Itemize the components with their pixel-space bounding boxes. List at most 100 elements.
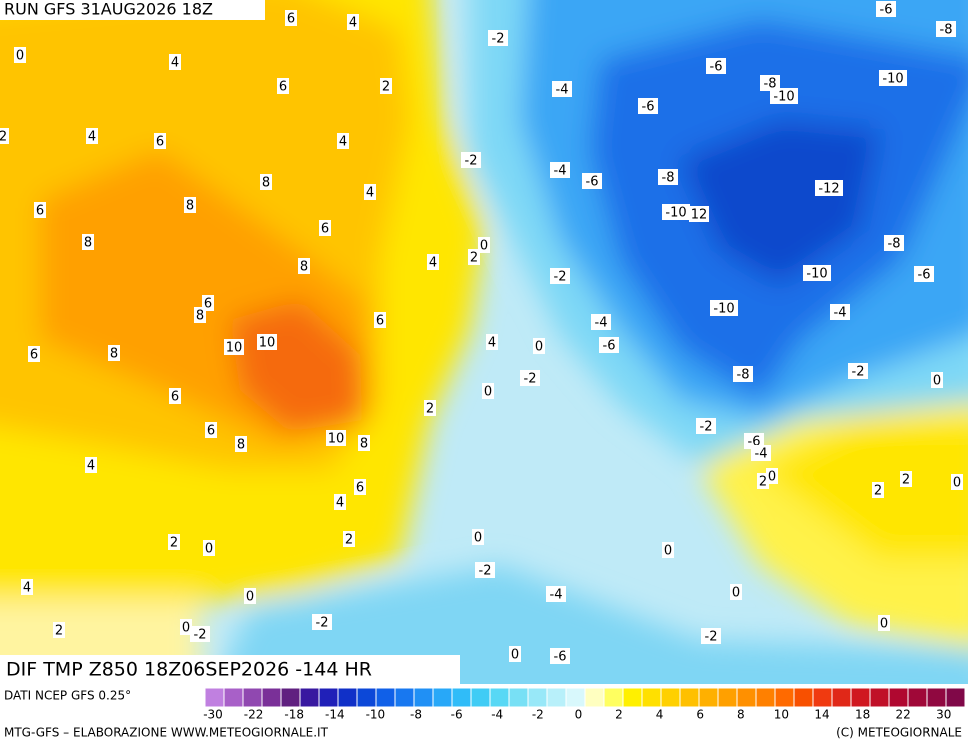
colorbar-tick-label: 14: [814, 708, 829, 722]
label-box: [108, 345, 120, 361]
color-swatch: [755, 687, 776, 708]
contour-label: -6: [642, 100, 655, 115]
colorbar-tick-label: 0: [575, 708, 583, 722]
contour-label: -10: [713, 302, 734, 317]
color-swatch: [280, 687, 301, 708]
color-swatch: [451, 687, 472, 708]
label-box: [486, 334, 498, 350]
label-box: [710, 300, 738, 316]
contour-label: 4: [488, 336, 496, 351]
contour-label: 4: [23, 581, 31, 596]
label-box: [879, 70, 907, 86]
contour-label: 6: [376, 314, 384, 329]
contour-label: -2: [705, 630, 718, 645]
label-box: [203, 540, 215, 556]
contour-label: 6: [321, 222, 329, 237]
label-box: [662, 542, 674, 558]
map-field: 6 4-6-80-246 2-6-8-10-10-4-64 6 4-2-4-6 -8-12…: [0, 0, 968, 684]
contour-label: 6: [30, 348, 38, 363]
label-box: [461, 152, 481, 168]
label-box: [662, 204, 690, 220]
colorbar-tick-label: 22: [896, 708, 911, 722]
colorbar-tick-label: -22: [244, 708, 264, 722]
contour-label: -2: [852, 365, 865, 380]
color-swatch: [546, 687, 567, 708]
label-box: [658, 169, 678, 185]
contour-label: 0: [732, 586, 740, 601]
label-box: [343, 531, 355, 547]
color-swatch: [375, 687, 396, 708]
label-box: [168, 534, 180, 550]
contour-label: 8: [196, 309, 204, 324]
label-box: [770, 88, 798, 104]
color-swatch: [641, 687, 662, 708]
label-box: [815, 180, 843, 196]
label-box: [733, 366, 753, 382]
color-swatch: [489, 687, 510, 708]
label-box: [696, 418, 716, 434]
contour-label: 0: [205, 542, 213, 557]
label-box: [488, 30, 508, 46]
source-label: DATI NCEP GFS 0.25°: [4, 689, 131, 703]
contour-label: -4: [755, 447, 768, 462]
color-swatch: [926, 687, 947, 708]
color-swatch: [204, 687, 225, 708]
label-box: [86, 128, 98, 144]
contour-label: 0: [474, 531, 482, 546]
contour-label: 8: [237, 438, 245, 453]
contour-label: 2: [874, 484, 882, 499]
label-box: [235, 436, 247, 452]
contour-label: -10: [773, 90, 794, 105]
contour-label: 4: [171, 56, 179, 71]
contour-label: -10: [665, 206, 686, 221]
contour-label: -2: [316, 616, 329, 631]
label-box: [591, 314, 611, 330]
label-box: [285, 10, 297, 26]
contour-label: 8: [110, 347, 118, 362]
label-box: [180, 619, 192, 635]
label-box: [14, 47, 26, 63]
contour-label: -8: [662, 171, 675, 186]
label-box: [638, 98, 658, 114]
label-box: [751, 445, 771, 461]
label-box: [358, 435, 370, 451]
contour-label: 6: [36, 204, 44, 219]
label-box: [28, 346, 40, 362]
contour-label: 2: [426, 402, 434, 417]
label-box: [347, 14, 359, 30]
colorbar-tick-label: -4: [491, 708, 503, 722]
title-box: [0, 655, 460, 684]
label-box: [169, 54, 181, 70]
map-title: DIF TMP Z850 18Z06SEP2026 -144 HR: [6, 659, 372, 681]
label-box: [277, 78, 289, 94]
color-swatch: [261, 687, 282, 708]
label-box: [427, 254, 439, 270]
label-box: [533, 338, 545, 354]
color-swatch: [242, 687, 263, 708]
contour-label: 8: [186, 199, 194, 214]
label-box: [931, 372, 943, 388]
contour-label: -2: [524, 372, 537, 387]
label-box: [334, 494, 346, 510]
contour-label: -6: [918, 268, 931, 283]
contour-label: -2: [700, 420, 713, 435]
colorbar-tick-label: 6: [696, 708, 704, 722]
label-box: [876, 1, 896, 17]
contour-label: -4: [554, 164, 567, 179]
label-box: [34, 202, 46, 218]
contour-label: 2: [902, 473, 910, 488]
color-swatch: [888, 687, 909, 708]
label-box: [312, 614, 332, 630]
colorbar-tick-label: 18: [855, 708, 870, 722]
contour-label: 4: [366, 186, 374, 201]
label-box: [478, 237, 490, 253]
label-box: [599, 337, 619, 353]
color-swatch: [394, 687, 415, 708]
label-box: [803, 265, 831, 281]
label-box: [380, 78, 392, 94]
contour-label: 2: [55, 624, 63, 639]
contour-label: -4: [595, 316, 608, 331]
contour-label: 8: [262, 176, 270, 191]
contour-label: 0: [246, 590, 254, 605]
